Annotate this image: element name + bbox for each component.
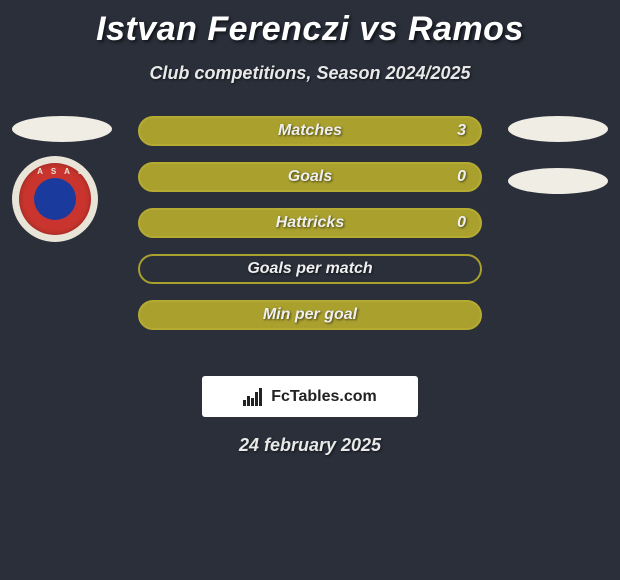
metric-value-right: 3 (457, 122, 466, 140)
left-player-silhouette (12, 116, 112, 142)
metric-label: Matches (278, 122, 342, 140)
right-club-silhouette (508, 168, 608, 194)
metrics-list: Matches 3 Goals 0 Hattricks 0 Goals per … (138, 116, 482, 346)
metric-label: Min per goal (263, 306, 357, 324)
right-player-column (508, 116, 608, 194)
metric-label: Hattricks (276, 214, 344, 232)
metric-hattricks: Hattricks 0 (138, 208, 482, 238)
club-badge-text: V A S A S (19, 167, 91, 176)
metric-matches: Matches 3 (138, 116, 482, 146)
brand-text: FcTables.com (271, 388, 377, 406)
club-badge-red-disc: V A S A S (19, 163, 91, 235)
bars-icon (243, 388, 265, 406)
club-badge-blue-circle (34, 178, 76, 220)
metric-value-right: 0 (457, 168, 466, 186)
metric-label: Goals (288, 168, 332, 186)
subtitle: Club competitions, Season 2024/2025 (0, 63, 620, 84)
comparison-area: V A S A S Matches 3 Goals 0 Hattricks 0 … (0, 116, 620, 366)
metric-min-per-goal: Min per goal (138, 300, 482, 330)
date-line: 24 february 2025 (0, 435, 620, 456)
brand-watermark: FcTables.com (202, 376, 418, 417)
metric-label: Goals per match (247, 260, 372, 278)
metric-goals: Goals 0 (138, 162, 482, 192)
right-player-silhouette (508, 116, 608, 142)
metric-value-right: 0 (457, 214, 466, 232)
left-club-badge: V A S A S (12, 156, 98, 242)
left-player-column: V A S A S (12, 116, 112, 242)
metric-goals-per-match: Goals per match (138, 254, 482, 284)
page-title: Istvan Ferenczi vs Ramos (0, 0, 620, 49)
